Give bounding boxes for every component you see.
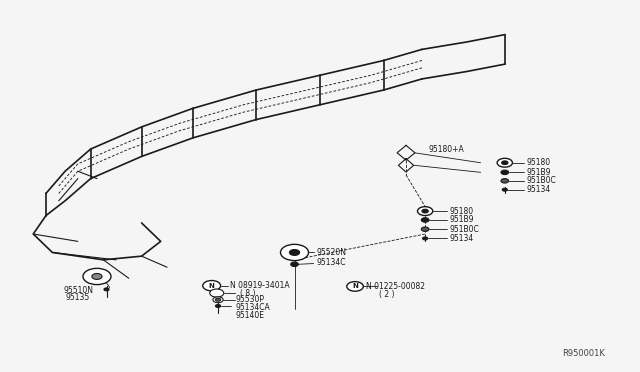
- Circle shape: [421, 218, 429, 222]
- Circle shape: [216, 305, 221, 308]
- Circle shape: [213, 297, 223, 303]
- Circle shape: [104, 288, 109, 291]
- Text: 95140E: 95140E: [236, 311, 265, 320]
- Text: N: N: [209, 283, 214, 289]
- Text: ( 8 ): ( 8 ): [241, 289, 256, 298]
- Text: N: N: [352, 283, 358, 289]
- Text: 95134C: 95134C: [316, 258, 346, 267]
- Text: 95510N: 95510N: [64, 286, 94, 295]
- Text: ( 2 ): ( 2 ): [379, 290, 394, 299]
- Circle shape: [502, 161, 508, 164]
- Circle shape: [422, 209, 428, 213]
- Circle shape: [210, 289, 224, 297]
- Text: 95180: 95180: [450, 206, 474, 216]
- Circle shape: [280, 244, 308, 260]
- Text: R950001K: R950001K: [562, 350, 605, 359]
- Text: 95134: 95134: [527, 185, 550, 194]
- Circle shape: [417, 207, 433, 215]
- Text: 95520N: 95520N: [316, 248, 346, 257]
- Circle shape: [291, 262, 298, 266]
- Circle shape: [203, 280, 221, 291]
- Circle shape: [422, 237, 428, 240]
- Circle shape: [501, 179, 509, 183]
- Text: 95135: 95135: [65, 293, 90, 302]
- Circle shape: [92, 273, 102, 279]
- Circle shape: [83, 268, 111, 285]
- Text: 951B0C: 951B0C: [527, 176, 556, 185]
- Circle shape: [502, 188, 508, 191]
- Text: 951B0C: 951B0C: [450, 225, 480, 234]
- Circle shape: [347, 282, 364, 291]
- Text: 95134: 95134: [450, 234, 474, 243]
- Text: N 01225-00082: N 01225-00082: [366, 282, 425, 291]
- Circle shape: [501, 170, 509, 174]
- Text: 951B9: 951B9: [527, 168, 551, 177]
- Text: 95180: 95180: [527, 158, 550, 167]
- Text: 95180+A: 95180+A: [428, 145, 464, 154]
- Text: N 08919-3401A: N 08919-3401A: [230, 281, 289, 290]
- Circle shape: [497, 158, 513, 167]
- Circle shape: [216, 298, 221, 301]
- Text: 95530P: 95530P: [236, 295, 265, 304]
- Text: 95134CA: 95134CA: [236, 302, 271, 312]
- Circle shape: [421, 227, 429, 231]
- Circle shape: [289, 250, 300, 256]
- Text: 951B9: 951B9: [450, 215, 474, 224]
